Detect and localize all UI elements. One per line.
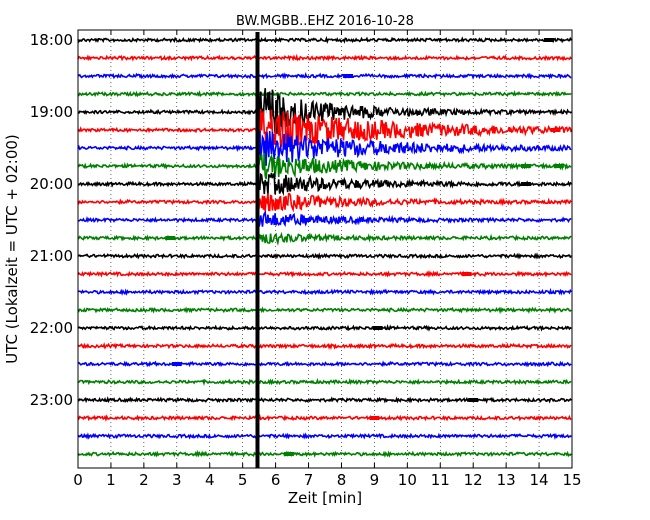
seismogram-trace [77,84,572,138]
seismogram-trace [77,306,572,315]
seismogram-trace [77,287,572,296]
y-axis-ticks: 18:00 19:00 20:00 21:00 22:00 23:00 [30,31,572,409]
x-tick-label: 2 [139,471,149,489]
y-tick-label: 22:00 [30,319,73,337]
x-tick-label: 15 [562,471,581,489]
x-tick-label: 3 [172,471,182,489]
chart-title: BW.MGBB..EHZ 2016-10-28 [236,14,414,29]
seismogram-trace [77,396,572,404]
seismogram-trace [77,413,572,422]
plot-frame [77,29,573,469]
x-tick-label: 5 [238,471,248,489]
seismogram-trace [77,192,572,214]
x-tick-label: 11 [431,471,450,489]
seismogram-trace [77,153,572,180]
x-tick-label: 0 [73,471,83,489]
seismogram-trace [77,90,572,98]
seismogram-trace [77,323,572,332]
seismogram-trace [77,377,572,387]
x-tick-label: 6 [271,471,281,489]
seismogram-trace [77,35,572,45]
x-tick-label: 8 [337,471,347,489]
seismogram-trace [77,210,572,228]
x-axis-label: Zeit [min] [288,489,362,507]
y-tick-label: 23:00 [30,391,73,409]
seismogram-trace [77,342,572,351]
x-tick-label: 9 [370,471,380,489]
seismogram-trace [77,432,572,440]
seismogram-trace [77,269,572,278]
seismogram-trace [77,449,572,458]
seismogram-trace [77,360,572,368]
y-tick-label: 19:00 [30,103,73,121]
x-tick-label: 4 [205,471,215,489]
seismogram-trace [77,171,572,197]
seismogram-trace [77,53,572,62]
x-axis-ticks: 0 1 2 3 4 5 6 7 8 9 10 11 12 13 14 15 [73,30,582,489]
seismogram-trace [77,130,572,166]
seismogram-traces [77,32,572,468]
y-tick-label: 18:00 [30,31,73,49]
x-tick-label: 13 [497,471,516,489]
seismogram-trace [77,71,572,80]
seismogram-trace [77,109,572,150]
y-axis-label: UTC (Lokalzeit = UTC + 02:00) [3,134,21,364]
seismogram-trace [77,252,572,260]
y-tick-label: 20:00 [30,175,73,193]
x-tick-label: 14 [530,471,549,489]
seismogram-trace [77,231,572,246]
x-tick-label: 10 [398,471,417,489]
x-tick-label: 1 [106,471,116,489]
x-tick-label: 7 [304,471,314,489]
x-tick-label: 12 [464,471,483,489]
y-tick-label: 21:00 [30,247,73,265]
